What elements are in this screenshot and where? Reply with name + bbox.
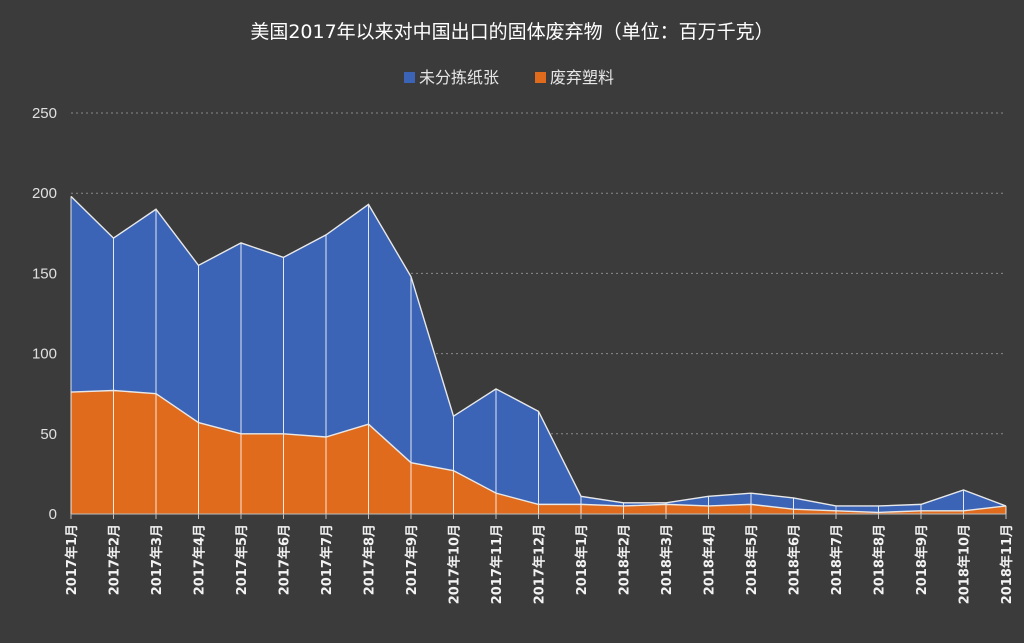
legend-swatch-1 — [404, 72, 415, 83]
y-axis: 0 50 100 150 200 250 — [32, 105, 57, 523]
x-tick-label: 2018年5月 — [744, 524, 760, 595]
x-tick-label: 2018年8月 — [872, 524, 888, 595]
legend-label-2: 废弃塑料 — [550, 68, 614, 87]
x-tick-label: 2017年4月 — [192, 524, 208, 595]
x-tick-label: 2018年7月 — [829, 524, 845, 595]
x-tick-label: 2017年12月 — [532, 524, 548, 604]
series-line-1 — [70, 195, 1007, 507]
x-tick-label: 2017年1月 — [64, 524, 80, 595]
x-tick-label: 2017年8月 — [362, 524, 378, 595]
series-line-2 — [70, 389, 1007, 514]
x-tick-label: 2018年9月 — [914, 524, 930, 595]
chart-title: 美国2017年以来对中国出口的固体废弃物（单位：百万千克） — [250, 21, 773, 43]
x-tick-label: 2017年9月 — [404, 524, 420, 595]
x-tick-label: 2017年11月 — [489, 524, 505, 604]
x-tick-label: 2017年2月 — [107, 524, 123, 595]
y-tick-label: 250 — [32, 105, 57, 122]
x-axis: 2017年1月 2017年2月 2017年3月 2017年4月 2017年5月 2017年… — [64, 514, 1015, 604]
x-tick-label: 2018年10月 — [957, 524, 973, 604]
y-tick-label: 50 — [40, 426, 57, 443]
x-tick-label: 2017年3月 — [149, 524, 165, 595]
x-tick-label: 2017年6月 — [277, 524, 293, 595]
y-tick-label: 200 — [32, 185, 57, 202]
x-tick-label: 2018年3月 — [659, 524, 675, 595]
series-area-1 — [71, 196, 1006, 514]
x-tick-label: 2017年7月 — [319, 524, 335, 595]
x-tick-label: 2017年5月 — [234, 524, 250, 595]
legend: 未分拣纸张 废弃塑料 — [404, 68, 614, 87]
y-tick-label: 0 — [49, 506, 57, 523]
x-tick-label: 2018年1月 — [574, 524, 590, 595]
plot-area — [70, 195, 1007, 515]
x-tick-label: 2018年4月 — [702, 524, 718, 595]
x-tick-label: 2018年6月 — [787, 524, 803, 595]
y-tick-label: 100 — [32, 346, 57, 363]
x-tick-label: 2018年11月 — [999, 524, 1015, 604]
x-tick-label: 2018年2月 — [617, 524, 633, 595]
legend-label-1: 未分拣纸张 — [419, 68, 499, 87]
y-tick-label: 150 — [32, 265, 57, 282]
series-area-2 — [71, 390, 1006, 514]
x-tick-label: 2017年10月 — [447, 524, 463, 604]
legend-swatch-2 — [535, 72, 546, 83]
